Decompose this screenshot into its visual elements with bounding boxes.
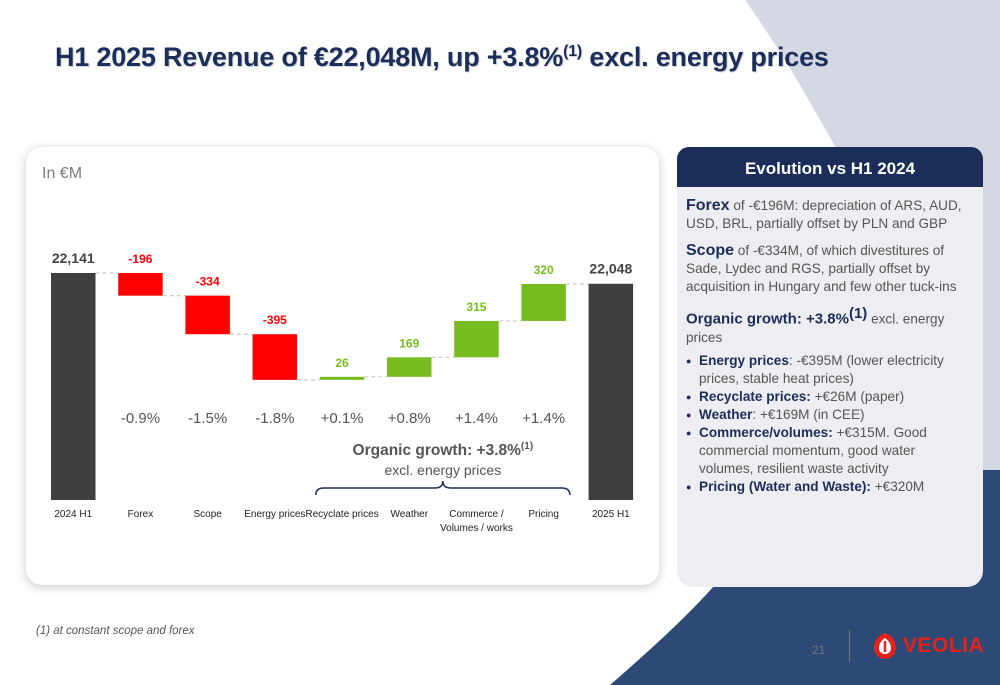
- percent-label-scope: -1.5%: [188, 410, 227, 427]
- bar-forex: [118, 273, 163, 296]
- chart-card: [26, 147, 659, 585]
- organic-growth-label: Organic growth: +3.8%(1): [353, 441, 534, 459]
- value-label-2025-h1: 22,048: [589, 261, 632, 277]
- bar-energy-prices: [252, 334, 298, 380]
- evolution-panel: Evolution vs H1 2024 Forex of -€196M: de…: [677, 147, 983, 587]
- value-label-pricing: 320: [534, 263, 554, 277]
- value-label-scope: -334: [196, 275, 220, 289]
- organic-growth-bracket: [315, 480, 571, 496]
- category-label-scope: Scope: [193, 509, 222, 520]
- percent-label-weather: +0.8%: [388, 410, 431, 427]
- forex-keyword: Forex: [686, 197, 730, 214]
- bar-scope: [185, 295, 230, 335]
- category-label-energy-prices: Energy prices: [244, 509, 305, 520]
- veolia-logo-text: VEOLIA: [903, 634, 985, 657]
- percent-label-energy-prices: -1.8%: [255, 410, 294, 427]
- background-light-swoosh: [745, 0, 1000, 520]
- bullet-recyclate-prices: Recyclate prices: +€26M (paper): [686, 388, 973, 406]
- category-label-2024-h1: 2024 H1: [54, 509, 92, 520]
- page-title: H1 2025 Revenue of €22,048M, up +3.8%(1)…: [55, 42, 829, 72]
- category-sublabel-commerce: Volumes / works: [440, 523, 513, 534]
- percent-label-recyclate-prices: +0.1%: [321, 410, 364, 427]
- page-number: 21: [812, 643, 826, 657]
- scope-paragraph: Scope of -€334M, of which divestitures o…: [686, 242, 973, 296]
- forex-paragraph: Forex of -€196M: depreciation of ARS, AU…: [686, 197, 973, 233]
- footer-divider: [849, 630, 850, 662]
- percent-label-forex: -0.9%: [121, 410, 160, 427]
- organic-bullet-list: Energy prices: -€395M (lower electricity…: [686, 352, 973, 496]
- veolia-logo: VEOLIA: [872, 631, 984, 661]
- bullet-commerce-volumes: Commerce/volumes: +€315M. Good commercia…: [686, 424, 973, 478]
- footnote: (1) at constant scope and forex: [36, 625, 195, 637]
- organic-growth-sublabel: excl. energy prices: [384, 462, 501, 478]
- percent-label-commerce: +1.4%: [455, 410, 498, 427]
- bullet-pricing: Pricing (Water and Waste): +€320M: [686, 478, 973, 496]
- waterfall-chart: 22,141 2024 H1 -196 Forex -0.9% -334 Scope -1.5…: [51, 250, 634, 534]
- category-label-recyclate-prices: Recyclate prices: [305, 509, 378, 520]
- bar-weather: [387, 357, 432, 377]
- value-label-2024-h1: 22,141: [52, 250, 95, 266]
- bullet-energy-prices: Energy prices: -€395M (lower electricity…: [686, 352, 973, 388]
- veolia-logo-icon: [874, 633, 896, 659]
- category-label-forex: Forex: [128, 509, 154, 520]
- bar-commerce: [454, 320, 499, 358]
- bullet-weather: Weather: +€169M (in CEE): [686, 406, 973, 424]
- value-label-commerce: 315: [466, 300, 486, 314]
- bar-recyclate-prices: [319, 376, 365, 380]
- organic-growth-footnote-ref: (1): [521, 441, 533, 452]
- category-label-weather: Weather: [390, 509, 428, 520]
- bar-2024-h1: [51, 273, 96, 500]
- category-label-2025-h1: 2025 H1: [592, 509, 630, 520]
- value-label-energy-prices: -395: [263, 313, 287, 327]
- percent-label-pricing: +1.4%: [522, 410, 565, 427]
- bar-pricing: [521, 283, 566, 321]
- organic-paragraph: Organic growth: +3.8%(1) excl. energy pr…: [686, 305, 973, 347]
- organic-keyword: Organic growth: +3.8%: [686, 310, 849, 328]
- value-label-forex: -196: [128, 252, 152, 266]
- forex-text: of -€196M: depreciation of ARS, AUD, USD…: [686, 198, 962, 231]
- bar-2025-h1: [588, 283, 634, 500]
- category-label-commerce: Commerce /: [449, 509, 504, 520]
- panel-body: Forex of -€196M: depreciation of ARS, AU…: [677, 187, 983, 496]
- value-label-recyclate-prices: 26: [335, 356, 349, 370]
- category-label-pricing: Pricing: [528, 509, 559, 520]
- organic-footnote-ref: (1): [848, 305, 868, 322]
- panel-header: Evolution vs H1 2024: [677, 147, 983, 187]
- scope-text: of -€334M, of which divestitures of Sade…: [686, 243, 957, 294]
- unit-label: In €M: [42, 165, 83, 182]
- organic-growth-label-text: Organic growth: +3.8%: [353, 442, 522, 459]
- scope-keyword: Scope: [686, 242, 735, 259]
- organic-text: excl. energy prices: [686, 311, 945, 345]
- value-label-weather: 169: [399, 336, 419, 350]
